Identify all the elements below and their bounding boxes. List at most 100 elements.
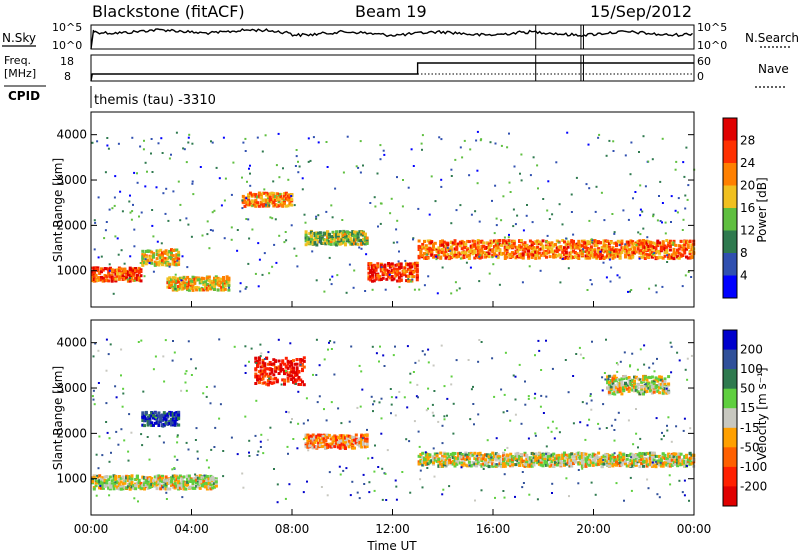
power-panel-scatter (384, 288, 387, 291)
velocity-panel-cell (173, 413, 177, 417)
power-panel-scatter (624, 243, 627, 246)
power-panel-cell (387, 273, 391, 277)
power-panel-scatter (176, 259, 179, 262)
power-panel-scatter (108, 208, 111, 211)
power-panel-scatter (558, 203, 561, 206)
velocity-panel-scatter (255, 399, 258, 402)
velocity-panel-cell (607, 462, 611, 466)
velocity-panel-cell (283, 369, 286, 373)
power-panel-cell (419, 246, 423, 249)
power-panel-cell (195, 278, 199, 282)
velocity-panel-cell (191, 485, 195, 489)
velocity-panel-cell (638, 451, 642, 455)
power-panel-cell (383, 268, 387, 271)
power-panel-cell (379, 269, 383, 273)
velocity-panel-scatter (127, 459, 130, 462)
velocity-panel-cell (611, 376, 615, 380)
velocity-panel-cell (634, 462, 638, 465)
power-panel-cell (354, 238, 358, 242)
power-panel-cell (527, 254, 531, 258)
velocity-panel-cell (458, 461, 462, 465)
power-panel-scatter (608, 250, 611, 253)
velocity-panel-cell (618, 451, 622, 455)
power-panel-cell (672, 247, 676, 251)
power-panel-cell (464, 246, 468, 250)
power-panel-cell (403, 273, 407, 277)
power-panel-cell (216, 288, 220, 292)
power-panel-cell (378, 278, 382, 282)
velocity-panel-cell (433, 454, 437, 458)
power-panel-cell (114, 279, 118, 283)
velocity-panel-cell (284, 365, 288, 369)
power-panel-cell (430, 253, 434, 257)
power-panel-scatter (359, 140, 362, 143)
velocity-panel-cell (128, 482, 132, 486)
velocity-panel-cell (421, 456, 425, 460)
velocity-panel-cell (101, 478, 105, 482)
velocity-panel-cell (554, 458, 557, 462)
power-panel-cell (100, 270, 103, 274)
velocity-panel-scatter (494, 496, 496, 499)
power-panel-cell (338, 237, 342, 241)
power-panel-cell (170, 278, 173, 282)
power-panel-cell (661, 245, 665, 248)
power-panel-cell (396, 273, 400, 277)
power-panel-cell (392, 267, 396, 271)
velocity-panel-cell (537, 452, 541, 456)
velocity-panel-cell (207, 486, 211, 490)
power-panel-scatter (328, 256, 331, 259)
power-panel-scatter (637, 231, 640, 234)
power-panel-cell (625, 245, 629, 249)
velocity-panel-cell (94, 477, 98, 481)
velocity-panel-cell (649, 457, 653, 461)
velocity-panel-scatter (643, 363, 646, 366)
power-panel-cell (100, 275, 103, 279)
power-panel-scatter (397, 260, 400, 263)
velocity-panel-cell (433, 452, 437, 456)
power-panel-cell (401, 272, 405, 276)
velocity-panel-scatter (307, 449, 310, 452)
power-panel-scatter (261, 273, 264, 276)
power-panel-cell (261, 198, 265, 202)
power-panel-cell (423, 252, 426, 256)
velocity-panel-cell (649, 376, 653, 380)
power-panel-cell (336, 233, 340, 237)
velocity-panel-cell (643, 452, 647, 456)
power-panel-scatter (334, 187, 337, 190)
velocity-panel-cell (480, 464, 484, 468)
power-panel-cell (108, 267, 112, 271)
velocity-panel-cell (467, 460, 471, 464)
velocity-panel-cell (254, 382, 258, 385)
power-panel-cell (455, 253, 459, 257)
power-panel-scatter (265, 205, 267, 207)
power-panel-scatter (639, 184, 642, 187)
power-panel-scatter (211, 141, 214, 144)
power-panel-cell (546, 245, 550, 249)
power-panel-cell (430, 241, 434, 245)
power-panel-cell (688, 239, 692, 243)
power-panel-scatter (140, 211, 143, 214)
power-panel-cell (568, 242, 572, 246)
power-panel-cell (580, 249, 584, 252)
velocity-panel-cell (580, 464, 584, 468)
power-panel-cell (572, 242, 575, 246)
power-panel-cell (317, 231, 321, 235)
power-panel-scatter (164, 212, 167, 215)
velocity-panel-cell (173, 420, 177, 423)
power-panel-cell (510, 255, 514, 259)
power-panel-cell (390, 275, 394, 278)
velocity-panel-cell (645, 390, 649, 393)
power-panel-scatter (639, 214, 642, 217)
power-panel-cell (376, 264, 380, 268)
power-panel-cell (329, 235, 333, 239)
power-panel-scatter (489, 141, 492, 144)
power-panel-cell (171, 276, 175, 280)
power-panel-cell (175, 253, 179, 257)
velocity-panel-cell (667, 452, 671, 456)
power-panel-cell (491, 250, 495, 253)
velocity-panel-cell (365, 442, 369, 446)
velocity-panel-cell (476, 452, 480, 456)
velocity-panel-scatter (409, 372, 412, 375)
velocity-panel-cell (557, 460, 561, 464)
